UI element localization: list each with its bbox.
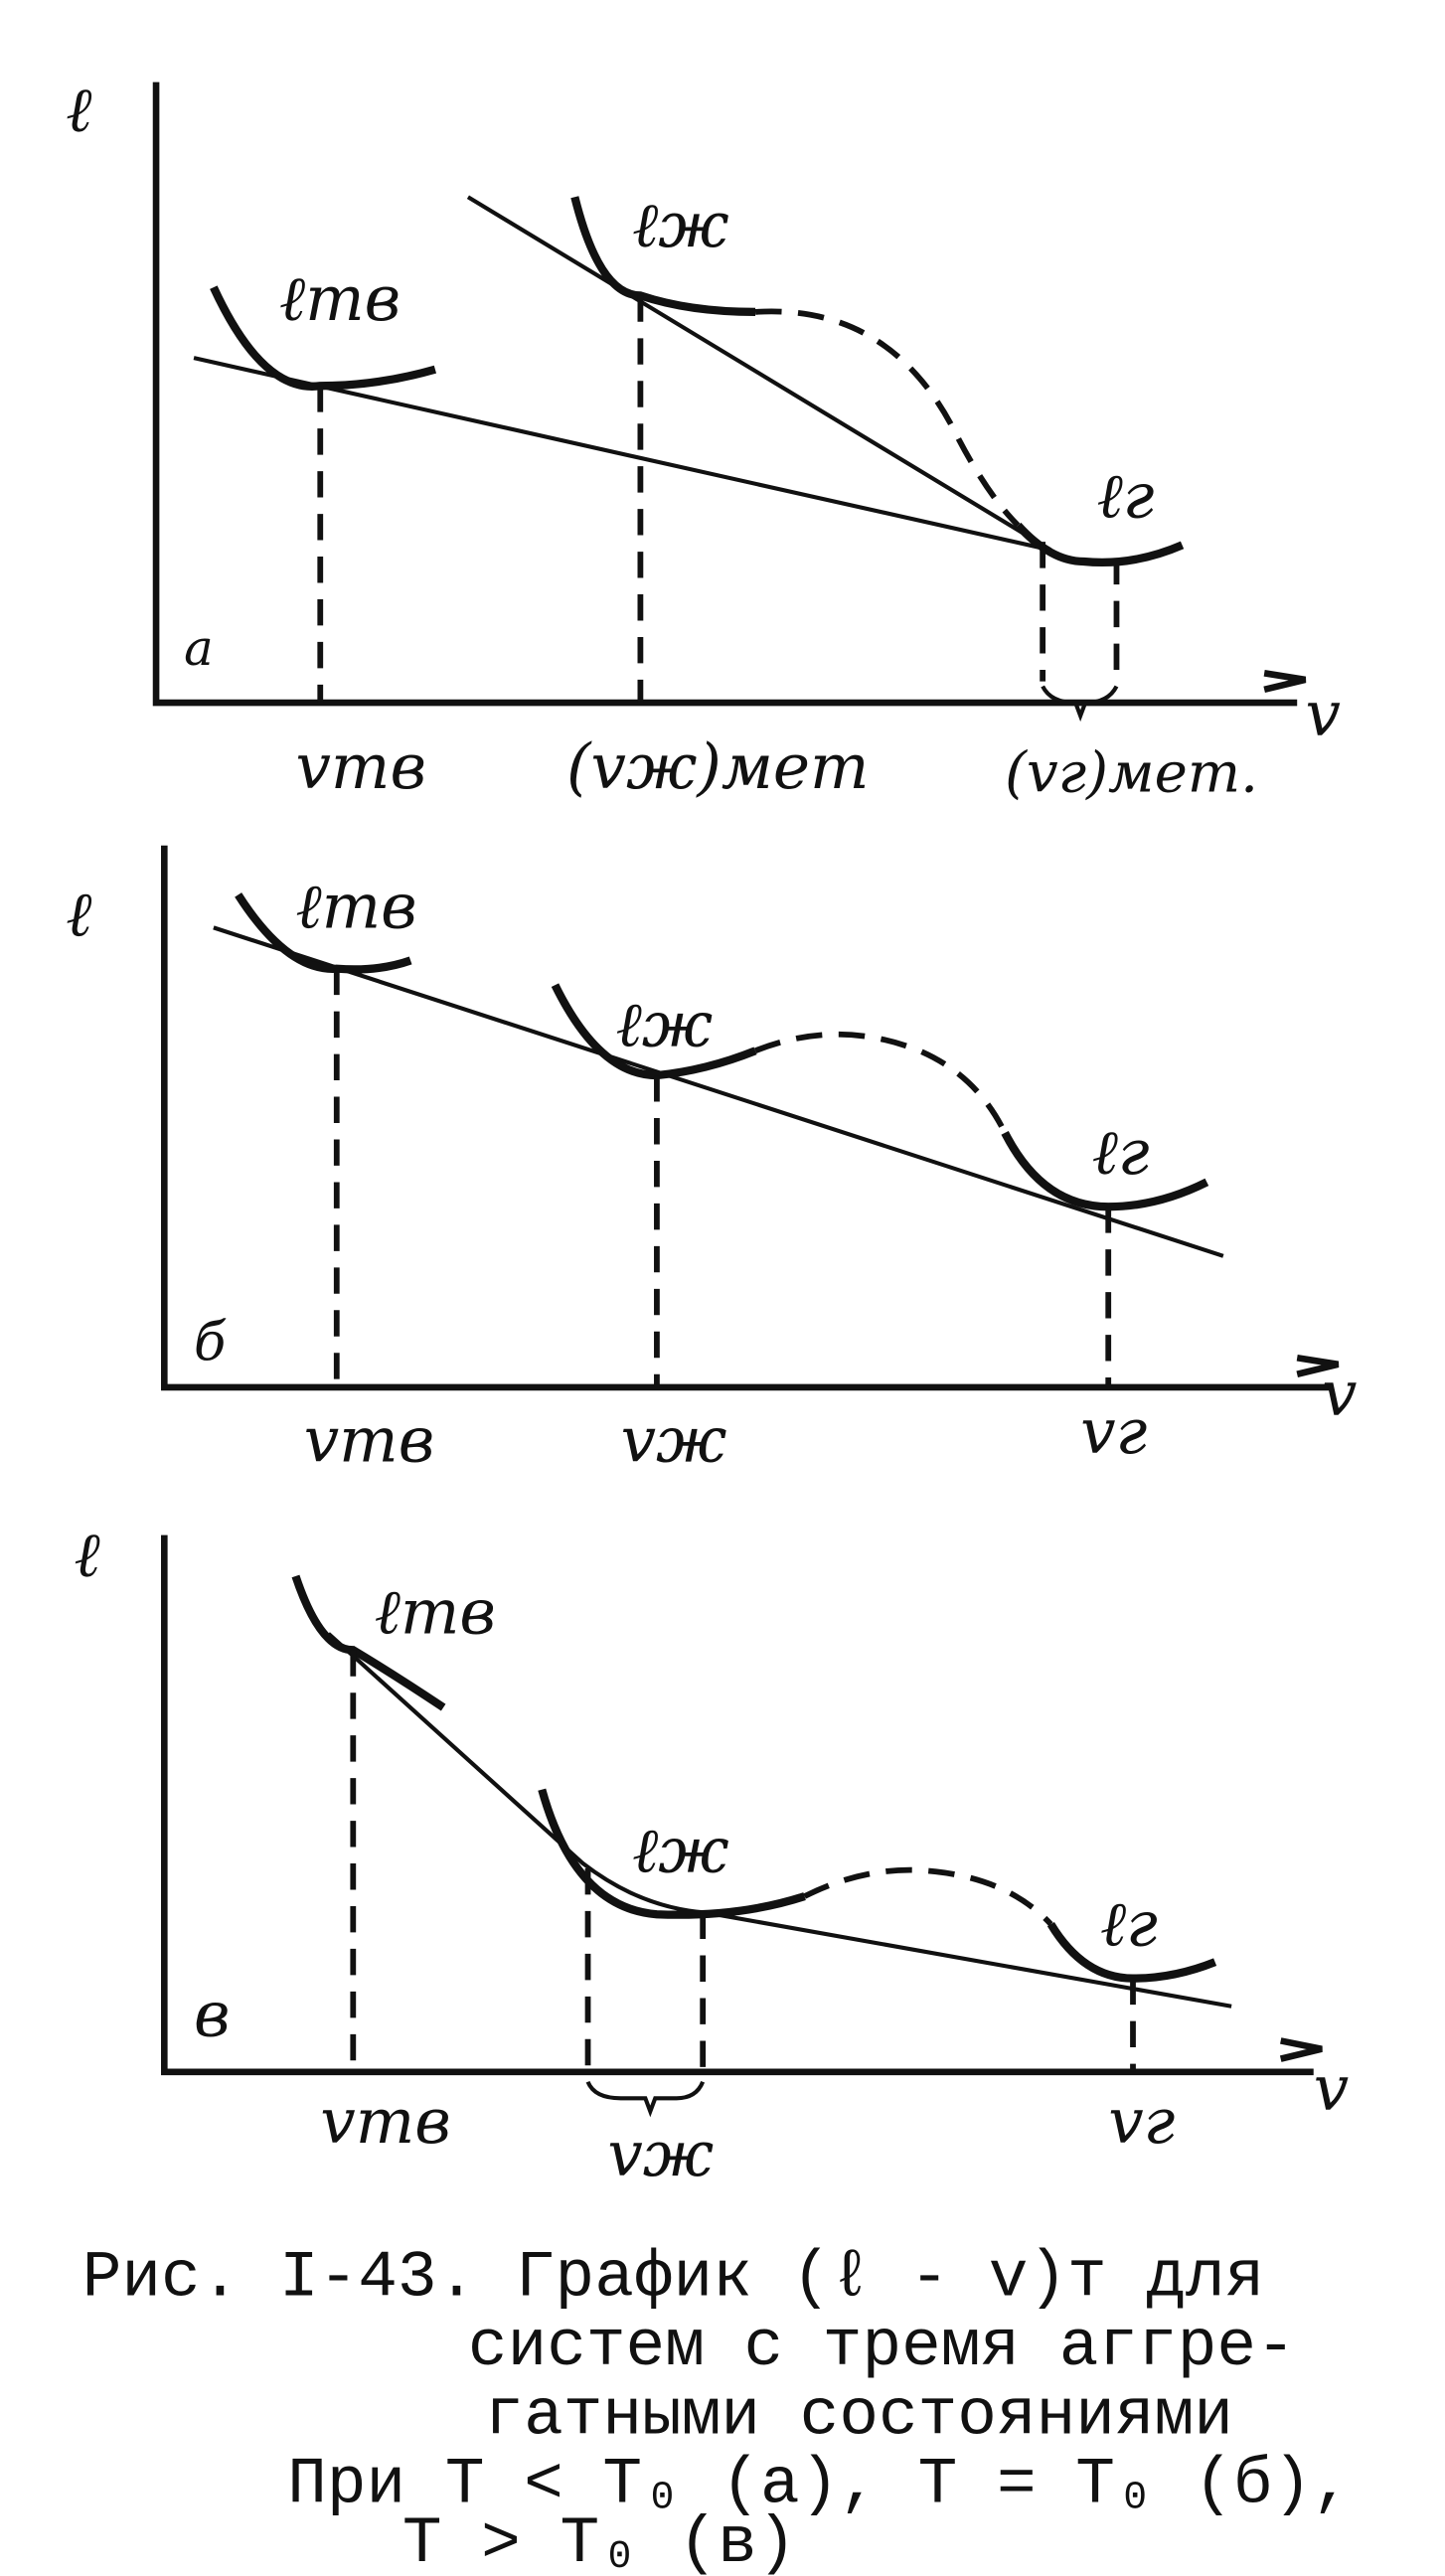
x-tick-label: vтв [304,1403,435,1476]
x-tick-label: (vг)мет. [1005,740,1258,805]
curve [570,196,756,317]
x-tick-label: vг [1108,2085,1175,2158]
caption-line: гатными состояниями [484,2378,1232,2453]
axes [152,81,1307,707]
x-label: v [1322,1358,1357,1430]
drop-line [317,295,1120,704]
curve-label: ℓг [1100,1888,1158,1961]
curve [235,892,412,974]
axes [161,845,1340,1391]
curve [538,1788,806,1919]
curve-label: ℓг [1097,459,1155,532]
caption: Рис. I-43. График (ℓ - v)т для систем с … [82,2241,1352,2576]
curve-label: ℓж [616,988,714,1060]
tangent [213,925,1224,1258]
brace [585,2080,706,2118]
x-tick-label: vтв [295,730,426,803]
panel-letter: в [194,1978,231,2050]
x-tick-label: vж [607,2118,714,2190]
curve-label: ℓтв [279,262,401,335]
panel-letter: а [184,619,214,677]
x-tick-label: vж [621,1403,727,1476]
panel-a: ℓ v а ℓтв ℓж ℓг vтв (vж)мет (vг)мет. [66,74,1341,805]
panel-c: ℓ v в ℓтв ℓж ℓг vтв vж vг [74,1519,1349,2190]
drop-line [333,968,1112,1387]
y-label: ℓ [74,1519,99,1591]
caption-line: Рис. I-43. График (ℓ - v)т для [82,2241,1265,2316]
axes [161,1534,1323,2076]
curve-label: ℓг [1092,1116,1150,1189]
curve-dashed [753,1031,1008,1135]
panel-b: ℓ v б ℓтв ℓж ℓг vтв vж vг [66,845,1357,1476]
curve-label: ℓтв [295,870,416,942]
curve-dashed [803,1866,1053,1927]
tangent [327,1632,1232,2009]
x-tick-label: vтв [320,2085,451,2158]
x-label: v [1305,678,1340,750]
caption-line: T > T₀ (в) [402,2506,797,2576]
drop-line [350,1650,1136,2082]
curve-dashed [754,308,1021,528]
x-label: v [1314,2052,1349,2125]
y-label: ℓ [66,74,91,146]
tangent [193,195,1052,553]
x-tick-label: (vж)мет [566,730,869,803]
curve-label: ℓж [632,189,729,261]
curve-label: ℓтв [375,1576,496,1649]
y-label: ℓ [66,879,91,951]
caption-line: систем с тремя аггре- [468,2310,1296,2384]
panel-letter: б [194,1312,227,1372]
curve-label: ℓж [632,1814,729,1886]
brace [1041,685,1119,723]
x-tick-label: vг [1080,1395,1147,1468]
curve [551,983,757,1080]
caption-line: При T < T₀ (а), T = T₀ (б), [287,2448,1352,2522]
